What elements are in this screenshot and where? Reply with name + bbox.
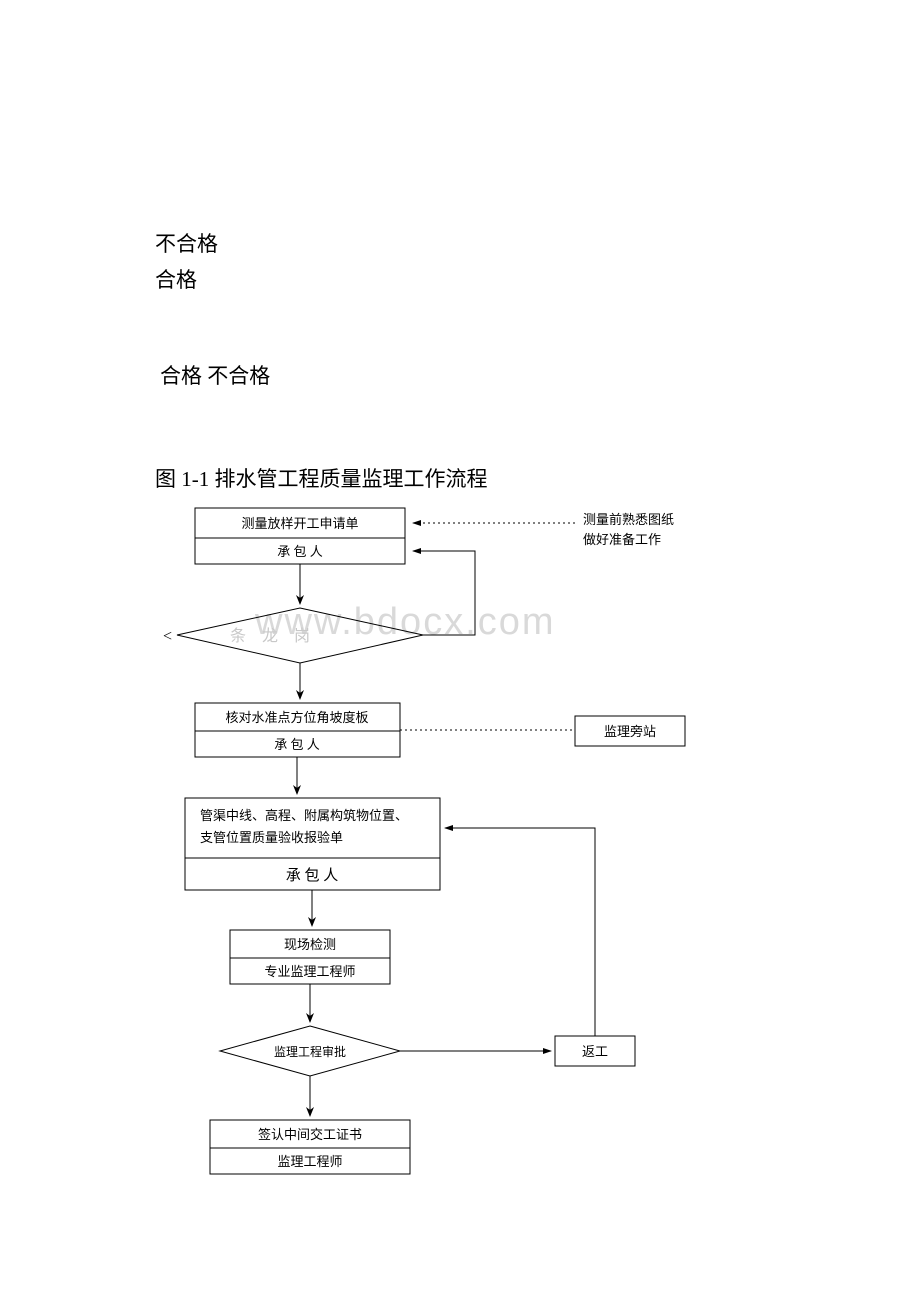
node-decision1-label: 条 龙 岗 bbox=[230, 627, 316, 645]
text-line-1: 不合格 bbox=[155, 228, 218, 258]
text-line-3: 合格 不合格 bbox=[160, 360, 270, 390]
edge-d1-feedback bbox=[413, 551, 475, 635]
node-check-top-label: 核对水准点方位角坡度板 bbox=[225, 710, 368, 725]
node-pipe-top bbox=[185, 798, 440, 858]
node-station-label: 监理旁站 bbox=[604, 724, 656, 739]
node-cert-top-label: 签认中间交工证书 bbox=[258, 1127, 362, 1142]
decision1-left-mark: < bbox=[163, 628, 172, 645]
node-rework-label: 返工 bbox=[582, 1044, 608, 1059]
node-pipe-line1: 管渠中线、高程、附属构筑物位置、 bbox=[200, 808, 408, 823]
node-cert-bottom-label: 监理工程师 bbox=[277, 1154, 342, 1169]
figure-title: 图 1-1 排水管工程质量监理工作流程 bbox=[155, 463, 488, 493]
node-onsite-bottom-label: 专业监理工程师 bbox=[264, 964, 355, 979]
edge-rework-feedback bbox=[445, 828, 595, 1036]
flowchart: 测量放样开工申请单 承 包 人 测量前熟悉图纸 做好准备工作 条 龙 岗 < 核… bbox=[155, 498, 755, 1198]
node-start-top-label: 测量放样开工申请单 bbox=[241, 516, 358, 531]
text-line-2: 合格 bbox=[155, 264, 197, 294]
node-pipe-line2: 支管位置质量验收报验单 bbox=[200, 830, 343, 845]
node-check-bottom-label: 承 包 人 bbox=[274, 737, 320, 752]
node-onsite-top-label: 现场检测 bbox=[284, 937, 336, 952]
node-start-bottom-label: 承 包 人 bbox=[277, 544, 323, 559]
node-decision2-label: 监理工程审批 bbox=[274, 1044, 346, 1059]
node-note1-line2: 做好准备工作 bbox=[583, 532, 661, 547]
node-note1-line1: 测量前熟悉图纸 bbox=[583, 512, 674, 527]
node-pipe-bottom-label: 承 包 人 bbox=[286, 867, 339, 884]
